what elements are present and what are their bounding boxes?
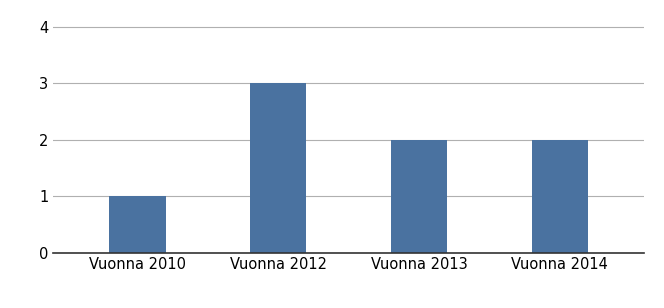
Bar (110, 196, 166, 253)
Bar (250, 83, 306, 253)
Bar (391, 140, 447, 253)
Bar (531, 140, 588, 253)
